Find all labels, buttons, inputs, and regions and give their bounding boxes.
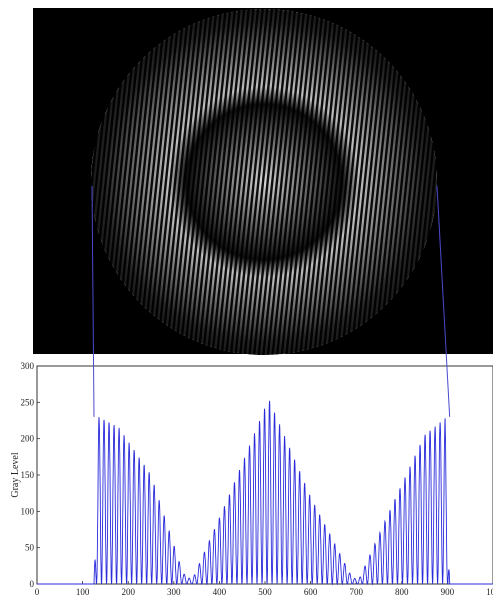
y-tick-label: 200 [21,434,35,444]
x-tick-label: 300 [167,587,181,597]
disc-shading [91,9,437,355]
y-tick-label: 50 [25,543,35,553]
y-tick-label: 0 [30,579,35,589]
x-tick-label: 400 [213,587,227,597]
fringe-stripe [91,9,95,354]
y-axis-label: Gray Level [10,452,21,497]
x-tick-label: 0 [35,587,40,597]
x-tick-label: 200 [121,587,135,597]
y-tick-label: 250 [21,397,35,407]
fringe-disc [91,9,437,355]
x-tick-label: 700 [349,587,363,597]
x-tick-label: 100 [76,587,90,597]
connector-line [436,185,451,417]
connector-line [91,185,95,417]
y-tick-label: 150 [21,470,35,480]
connector-lines [91,185,451,417]
x-tick-label: 600 [304,587,318,597]
x-tick-label: 900 [441,587,455,597]
gray-level-line [37,400,493,586]
y-tick-label: 300 [21,361,35,371]
x-tick-label: 100 [486,587,493,597]
gray-level-series [37,400,493,586]
y-tick-label: 100 [21,506,35,516]
x-tick-label: 500 [258,587,272,597]
fringe-disc-pattern [91,9,437,355]
x-tick-label: 800 [395,587,409,597]
